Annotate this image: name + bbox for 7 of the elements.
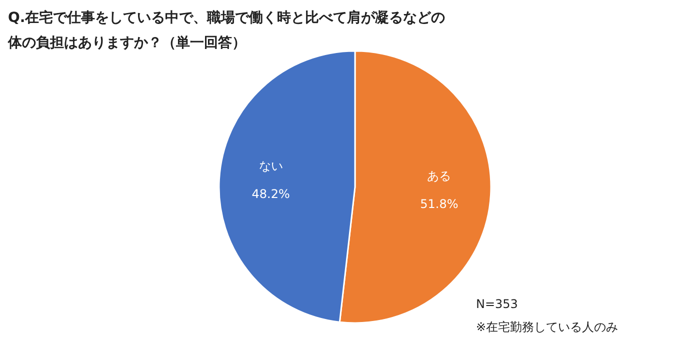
text: ※在宅勤務している人のみ xyxy=(476,320,618,334)
slice-label: ない xyxy=(258,159,283,174)
slice-label: ある xyxy=(427,168,452,183)
data-label: 48.2% xyxy=(252,187,290,202)
text: N=353 xyxy=(476,297,518,311)
chart-title: Q.在宅で仕事をしている中で、職場で働く時と比べて肩が凝るなどの体の負担はありますか？（単一回答） xyxy=(7,9,446,51)
data-label: 51.8% xyxy=(420,196,458,211)
